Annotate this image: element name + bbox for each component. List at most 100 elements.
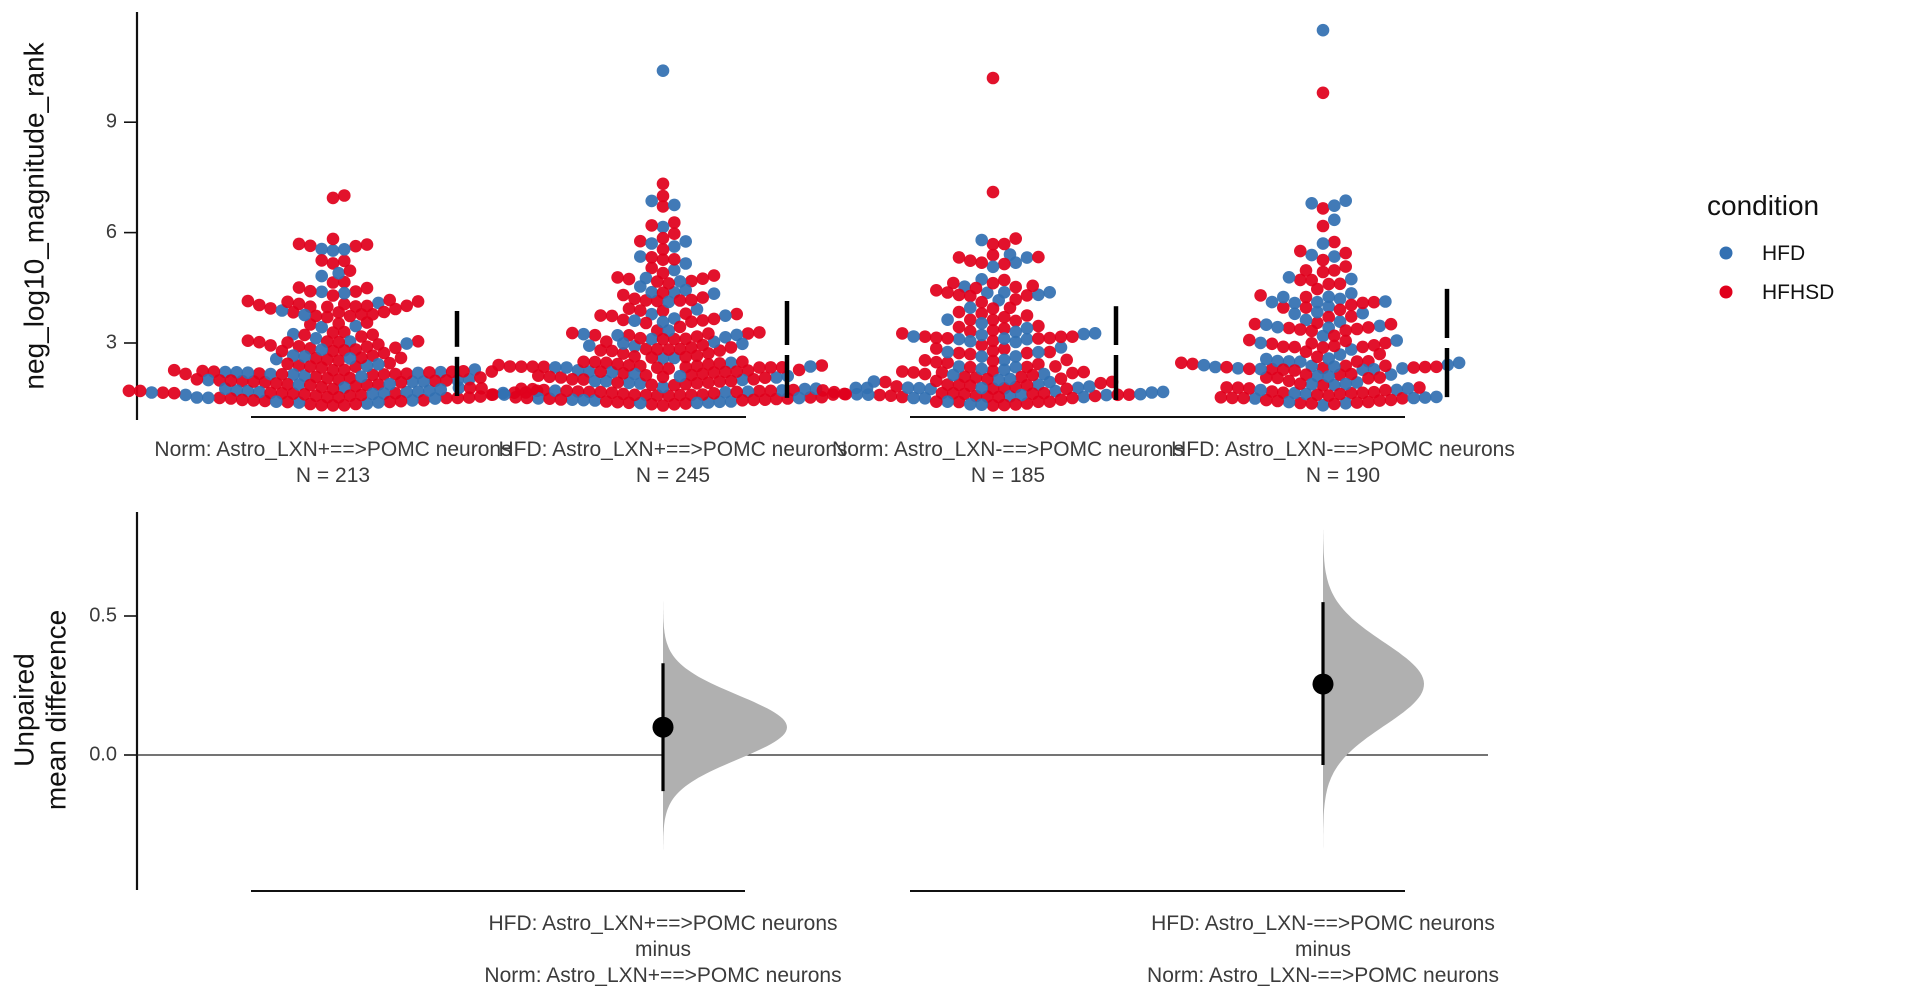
swarm-point-hfd [1401, 382, 1415, 395]
comparison-2-line2: minus [1295, 938, 1351, 961]
swarm-point-hfhsd [1413, 381, 1426, 394]
swarm-point-hfhsd [1043, 331, 1056, 345]
swarm-point-hfhsd [1026, 368, 1039, 382]
bottom-y-axis-title-line2: mean difference [40, 610, 71, 810]
swarm-point-hfhsd [1066, 330, 1079, 344]
swarm-point-hfd [549, 361, 562, 374]
swarm-point-hfhsd [696, 338, 709, 352]
swarm-point-hfhsd [873, 388, 886, 402]
swarm-point-hfhsd [645, 378, 658, 392]
swarm-point-hfhsd [668, 216, 681, 229]
swarm-point-hfhsd [332, 306, 346, 319]
swarm-point-hfhsd [1379, 383, 1392, 397]
swarm-point-hfd [1043, 286, 1056, 299]
swarm-point-hfhsd [355, 330, 368, 343]
swarm-point-hfd [1316, 237, 1330, 250]
swarm-point-hfhsd [930, 331, 943, 345]
swarm-point-hfhsd [383, 395, 397, 409]
swarm-point-hfhsd [605, 344, 619, 358]
swarm-point-hfhsd [1294, 323, 1307, 336]
swarm-point-hfhsd [792, 363, 806, 377]
swarm-point-hfhsd [1384, 393, 1398, 407]
swarm-point-hfhsd [1049, 360, 1062, 373]
swarm-point-hfhsd [1373, 371, 1386, 384]
swarm-point-hfd [719, 309, 732, 323]
swarm-point-hfhsd [377, 368, 391, 381]
swarm-point-hfhsd [1054, 393, 1068, 407]
swarm-point-hfhsd [1009, 398, 1022, 411]
swarm-point-hfhsd [326, 289, 340, 302]
swarm-point-hfd [1345, 287, 1358, 300]
swarm-point-hfhsd [1316, 86, 1330, 100]
swarm-point-hfd [656, 380, 670, 394]
swarm-point-hfhsd [896, 365, 909, 378]
swarm-point-hfd [673, 369, 687, 383]
swarm-point-hfhsd [1350, 396, 1364, 409]
swarm-point-hfd [862, 388, 875, 402]
swarm-point-hfhsd [611, 357, 624, 371]
swarm-point-hfd [1003, 372, 1017, 386]
swarm-point-hfhsd [338, 399, 351, 412]
swarm-point-hfhsd [1305, 273, 1318, 287]
swarm-point-hfd [1020, 332, 1034, 346]
swarm-point-hfhsd [577, 373, 590, 386]
swarm-point-hfhsd [1311, 350, 1324, 364]
swarm-point-hfd [656, 352, 670, 365]
swarm-point-hfhsd [1299, 264, 1313, 277]
swarm-point-hfhsd [986, 237, 1000, 251]
swarm-point-hfhsd [1186, 357, 1199, 371]
swarm-point-hfhsd [133, 384, 147, 398]
swarm-point-hfd [270, 395, 283, 409]
swarm-point-hfhsd [645, 250, 658, 264]
swarm-point-hfhsd [1094, 376, 1107, 390]
swarm-point-hfd [1260, 352, 1273, 366]
swarm-point-hfd [907, 330, 920, 343]
swarm-point-hfd [1015, 388, 1028, 402]
swarm-point-hfd [298, 308, 311, 322]
swarm-point-hfhsd [839, 387, 852, 401]
swarm-point-hfhsd [543, 370, 556, 384]
swarm-point-hfhsd [411, 295, 425, 308]
swarm-point-hfd [964, 398, 977, 411]
swarm-point-hfhsd [622, 302, 636, 316]
swarm-point-hfhsd [389, 341, 402, 355]
swarm-point-hfhsd [326, 326, 340, 339]
swarm-point-hfd [1009, 350, 1022, 363]
swarm-point-hfd [941, 313, 954, 327]
swarm-point-hfhsd [730, 365, 743, 378]
swarm-point-hfhsd [457, 365, 470, 378]
swarm-point-hfd [1020, 321, 1034, 335]
swarm-point-hfd [1299, 387, 1313, 401]
swarm-point-hfd [645, 237, 658, 250]
swarm-point-hfhsd [1356, 296, 1369, 310]
swarm-point-hfhsd [656, 370, 670, 384]
swarm-point-hfd [690, 396, 704, 410]
swarm-point-hfd [918, 392, 932, 405]
swarm-point-hfhsd [270, 377, 283, 390]
swarm-point-hfd [975, 328, 988, 342]
swarm-point-hfhsd [1254, 289, 1267, 302]
swarm-point-hfhsd [890, 380, 903, 393]
swarm-point-hfhsd [360, 238, 374, 251]
swarm-point-hfhsd [947, 276, 960, 290]
swarm-point-hfhsd [1373, 347, 1386, 361]
swarm-point-hfhsd [611, 395, 624, 409]
swarm-point-hfhsd [958, 370, 971, 384]
swarm-point-hfhsd [1328, 264, 1341, 277]
legend-label-hfd: HFD [1762, 242, 1805, 265]
swarm-point-hfhsd [1288, 364, 1301, 377]
swarm-point-hfd [1197, 358, 1211, 372]
swarm-point-hfhsd [281, 357, 294, 371]
swarm-point-hfhsd [1032, 332, 1045, 345]
swarm-point-hfhsd [1373, 394, 1386, 407]
swarm-point-hfhsd [986, 354, 1000, 368]
swarm-point-hfd [326, 244, 340, 257]
swarm-point-hfd [202, 373, 215, 387]
swarm-point-hfd [964, 301, 977, 315]
swarm-point-hfhsd [930, 355, 943, 369]
swarm-point-hfhsd [304, 239, 317, 253]
swarm-point-hfd [975, 317, 988, 330]
swarm-point-hfhsd [1384, 317, 1398, 331]
swarm-point-hfhsd [292, 359, 306, 372]
swarm-point-hfhsd [1345, 310, 1358, 323]
